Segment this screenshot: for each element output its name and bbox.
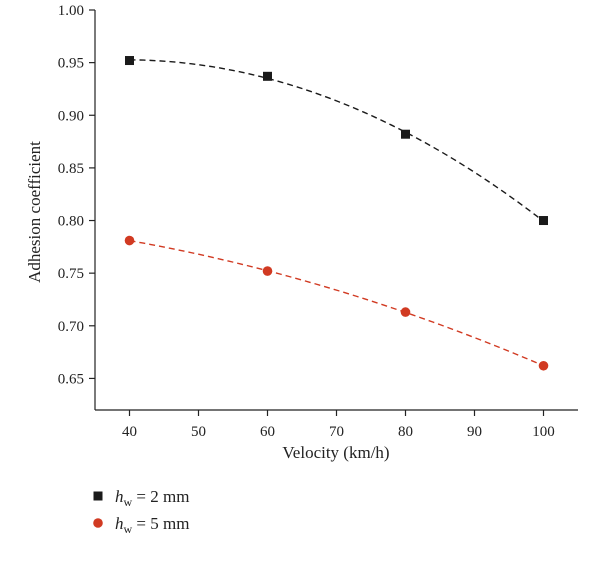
legend-label: hw = 5 mm bbox=[115, 514, 189, 536]
y-tick-label: 0.95 bbox=[58, 56, 84, 72]
x-ticks: 40 50 60 70 80 90 100 bbox=[122, 410, 555, 440]
legend-label-subscript: w bbox=[124, 522, 133, 536]
fit-curve-series-2 bbox=[129, 239, 544, 367]
x-tick-label: 100 bbox=[532, 424, 555, 440]
legend-label-symbol: h bbox=[115, 487, 124, 506]
x-tick-label: 60 bbox=[260, 424, 275, 440]
x-axis-label: Velocity (km/h) bbox=[282, 443, 389, 462]
y-ticks: 0.65 0.70 0.75 0.80 0.85 0.90 0.95 1.00 bbox=[58, 3, 95, 387]
x-tick-label: 40 bbox=[122, 424, 137, 440]
fit-curve-series-1 bbox=[129, 59, 544, 222]
x-tick-label: 70 bbox=[329, 424, 344, 440]
legend-marker-circle bbox=[93, 518, 103, 528]
y-tick-label: 0.80 bbox=[58, 214, 84, 230]
data-point-series-1 bbox=[401, 129, 410, 139]
legend-label-subscript: w bbox=[124, 495, 133, 509]
legend-label: hw = 2 mm bbox=[115, 487, 189, 509]
data-points bbox=[124, 56, 549, 371]
legend-label-value: = 2 mm bbox=[132, 487, 189, 506]
x-tick-label: 90 bbox=[467, 424, 482, 440]
y-tick-label: 0.70 bbox=[58, 319, 84, 335]
data-point-series-1 bbox=[539, 216, 548, 226]
legend-label-symbol: h bbox=[115, 514, 124, 533]
y-tick-label: 0.75 bbox=[58, 266, 84, 282]
x-tick-label: 80 bbox=[398, 424, 413, 440]
y-tick-label: 1.00 bbox=[58, 3, 84, 19]
y-tick-label: 0.90 bbox=[58, 108, 84, 124]
data-point-series-2 bbox=[538, 360, 549, 371]
legend-marker-square bbox=[93, 491, 103, 501]
y-tick-label: 0.65 bbox=[58, 371, 84, 387]
data-point-series-1 bbox=[125, 56, 134, 66]
data-point-series-2 bbox=[400, 307, 411, 317]
x-tick-label: 50 bbox=[191, 424, 206, 440]
fit-curves bbox=[129, 59, 544, 367]
y-axis-label: Adhesion coefficient bbox=[25, 141, 44, 283]
data-point-series-2 bbox=[124, 235, 135, 246]
legend-label-value: = 5 mm bbox=[132, 514, 189, 533]
y-tick-label: 0.85 bbox=[58, 161, 84, 177]
data-point-series-2 bbox=[262, 266, 273, 276]
data-point-series-1 bbox=[263, 71, 272, 81]
